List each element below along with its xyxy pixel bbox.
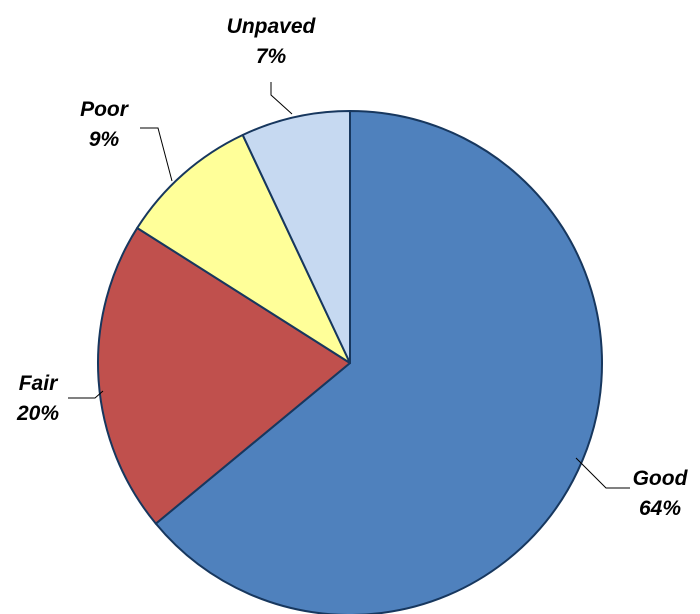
pie-slice-poor xyxy=(136,133,351,364)
slice-label-poor: Poor xyxy=(80,98,130,121)
pie-slices xyxy=(97,110,603,614)
leader-line-poor xyxy=(140,127,173,182)
slice-label-unpaved: Unpaved xyxy=(227,15,317,38)
slice-percent-fair: 20% xyxy=(16,402,59,425)
leader-line-fair xyxy=(68,390,104,399)
leader-line-unpaved xyxy=(270,82,293,115)
slice-percent-unpaved: 7% xyxy=(256,45,287,68)
leader-line-good xyxy=(575,457,630,489)
slice-label-fair: Fair xyxy=(19,372,59,395)
slice-label-good: Good xyxy=(633,467,689,490)
pie-slice-unpaved xyxy=(241,110,351,364)
pie-slice-good xyxy=(154,110,603,614)
slice-percent-poor: 9% xyxy=(89,128,120,151)
pie-slice-fair xyxy=(97,226,351,525)
leader-lines xyxy=(68,82,630,489)
slice-labels: Good 64% Fair 20% Poor 9% Unpaved 7% xyxy=(16,15,689,520)
slice-percent-good: 64% xyxy=(639,497,681,520)
